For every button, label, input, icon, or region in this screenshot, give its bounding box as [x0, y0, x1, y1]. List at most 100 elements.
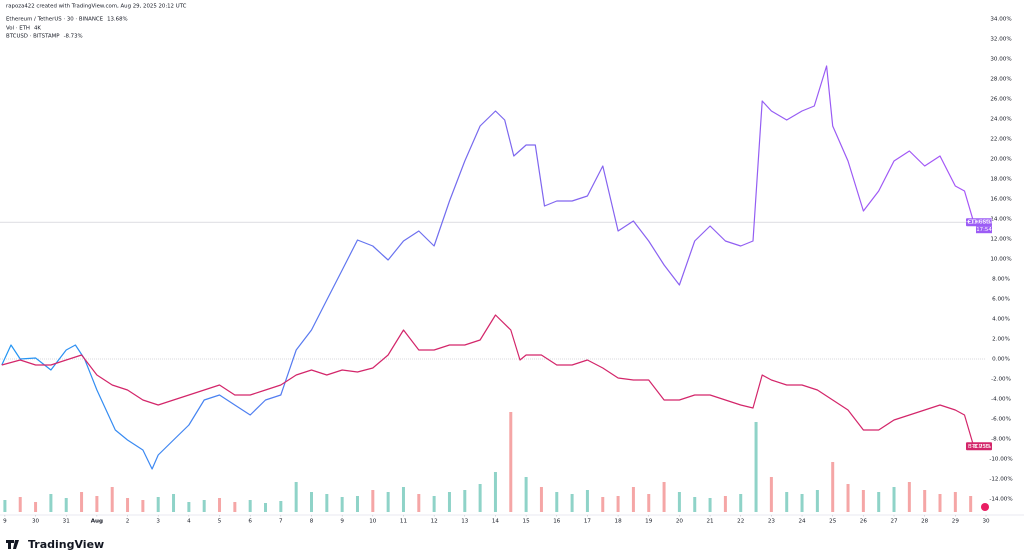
volume-bar — [509, 412, 513, 512]
volume-bar — [463, 490, 467, 512]
volume-bar — [754, 422, 758, 512]
y-tick-label: -12.00% — [989, 477, 1012, 483]
x-tick-label: 3 — [156, 519, 160, 525]
legend-value: 4K — [34, 26, 41, 32]
volume-bar — [172, 494, 176, 512]
volume-bar — [325, 494, 329, 512]
volume-bar — [386, 492, 390, 512]
legend-value: -8.73% — [64, 34, 83, 40]
legend: Ethereum / TetherUS · 30 · BINANCE 13.68%… — [6, 17, 128, 40]
volume-bar — [769, 477, 773, 512]
y-tick-label: 22.00% — [990, 137, 1011, 143]
countdown: 17:54 — [976, 227, 992, 233]
x-tick-label: 29 — [952, 519, 960, 525]
volume-bar — [969, 496, 973, 512]
series-line — [1, 65, 975, 470]
volume-bar — [95, 496, 99, 512]
volume-bar — [892, 487, 896, 512]
x-tick-label: 12 — [431, 519, 438, 525]
y-tick-label: -4.00% — [991, 397, 1011, 403]
volume-bar — [739, 494, 743, 512]
volume-bar — [141, 500, 145, 512]
volume-bar — [447, 492, 451, 512]
volume-bar — [616, 496, 620, 512]
x-tick-label: 27 — [890, 519, 898, 525]
y-tick-label: 28.00% — [990, 77, 1011, 83]
y-tick-label: 8.00% — [992, 277, 1010, 283]
x-tick-label: 11 — [400, 519, 408, 525]
legend-label: BTCUSD · BITSTAMP — [6, 34, 60, 40]
volume-bar — [631, 487, 635, 512]
price-tag-symbol: ETHUSDT — [968, 220, 994, 226]
x-tick-label: 5 — [218, 519, 222, 525]
series-line — [1, 314, 975, 447]
price-tag — [966, 442, 992, 451]
legend-label: Ethereum / TetherUS · 30 · BINANCE — [6, 17, 104, 23]
x-tick-label: 8 — [310, 519, 314, 525]
y-tick-label: 6.00% — [992, 297, 1010, 303]
volume-bar — [539, 487, 543, 512]
x-tick-label: 28 — [921, 519, 929, 525]
volume-bar — [264, 503, 268, 512]
legend-label: Vol · ETH — [6, 26, 30, 32]
price-tag-symbol: BTCUSD — [968, 444, 990, 450]
volume-bar — [493, 472, 497, 512]
volume-bar — [309, 492, 313, 512]
volume-bar — [64, 498, 68, 512]
volume-bar — [294, 482, 298, 512]
volume-bar — [49, 494, 53, 512]
volume-bar — [248, 500, 252, 512]
volume-bar — [478, 484, 482, 512]
y-tick-label: -6.00% — [991, 417, 1011, 423]
volume-bar — [3, 500, 7, 512]
volume-bar — [355, 496, 359, 512]
volume-bar — [126, 498, 130, 512]
volume-bar — [677, 492, 681, 512]
volume-bar — [417, 494, 421, 512]
x-tick-label: 10 — [369, 519, 377, 525]
x-tick-label: 18 — [615, 519, 623, 525]
x-tick-label: 24 — [798, 519, 806, 525]
volume-bar — [340, 497, 344, 512]
replay-icon — [981, 503, 989, 511]
volume-bar — [662, 482, 666, 512]
y-tick-label: 0.00% — [992, 357, 1010, 363]
volume-bar — [279, 501, 283, 512]
price-tag-change: -8.73% — [972, 444, 991, 450]
x-tick-label: 14 — [492, 519, 500, 525]
x-tick-label: 30 — [32, 519, 40, 525]
x-tick-label: 13 — [461, 519, 469, 525]
volume-bar — [815, 490, 819, 512]
caption: rapoza422 created with TradingView.com, … — [6, 4, 187, 10]
x-tick-label: 4 — [187, 519, 191, 525]
x-tick-label: 16 — [553, 519, 561, 525]
x-tick-label: 7 — [279, 519, 283, 525]
volume-bar — [156, 497, 160, 512]
x-tick-label: 9 — [340, 519, 344, 525]
x-tick-label: 31 — [63, 519, 71, 525]
volume-bar — [34, 502, 38, 512]
x-tick-label: 19 — [645, 519, 653, 525]
x-tick-label: 9 — [3, 519, 7, 525]
y-tick-label: 26.00% — [990, 97, 1011, 103]
volume-bar — [80, 492, 84, 512]
x-tick-label: 15 — [523, 519, 531, 525]
volume-bar — [647, 494, 651, 512]
volume-bar — [846, 484, 850, 512]
x-tick-label: 2 — [126, 519, 130, 525]
y-tick-label: -8.00% — [991, 437, 1011, 443]
x-tick-label: 17 — [584, 519, 592, 525]
x-tick-label: 23 — [768, 519, 776, 525]
volume-bar — [723, 496, 727, 512]
volume-bar — [432, 496, 436, 512]
y-tick-label: -14.00% — [989, 497, 1012, 503]
volume-bar — [555, 492, 559, 512]
volume-bar — [907, 482, 911, 512]
volume-bar — [233, 502, 237, 512]
brand: TradingView — [28, 538, 104, 551]
y-tick-label: 24.00% — [990, 117, 1011, 123]
volume-bar — [585, 490, 589, 512]
volume-bar — [218, 498, 222, 512]
brand-logo — [6, 540, 19, 549]
